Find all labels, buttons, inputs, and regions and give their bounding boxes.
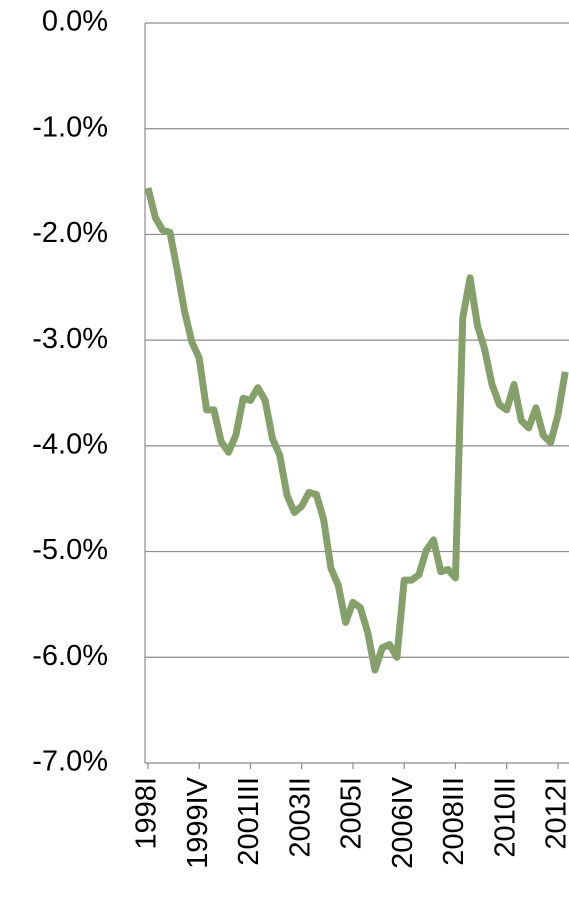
y-tick-label: -5.0%: [32, 534, 108, 566]
x-tick-label: 2006IV: [387, 776, 419, 869]
data-line: [144, 187, 569, 674]
x-tick-label: 2012I: [541, 777, 569, 850]
x-tick-label: 2010II: [489, 777, 521, 858]
y-tick-label: 0.0%: [42, 6, 108, 38]
y-tick-label: -4.0%: [32, 429, 108, 461]
x-tick-label: 2003II: [284, 777, 316, 858]
x-tick-label: 2008III: [438, 777, 470, 866]
y-tick-label: -6.0%: [32, 640, 108, 672]
x-tick-label: 1998I: [131, 777, 163, 850]
y-tick-label: -2.0%: [32, 217, 108, 249]
x-tick-label: 2001III: [233, 777, 265, 866]
x-tick-label: 1999IV: [182, 776, 214, 869]
y-tick-label: -3.0%: [32, 323, 108, 355]
x-tick-label: 2005I: [336, 777, 368, 850]
y-tick-label: -1.0%: [32, 111, 108, 143]
y-tick-label: -7.0%: [32, 746, 108, 778]
